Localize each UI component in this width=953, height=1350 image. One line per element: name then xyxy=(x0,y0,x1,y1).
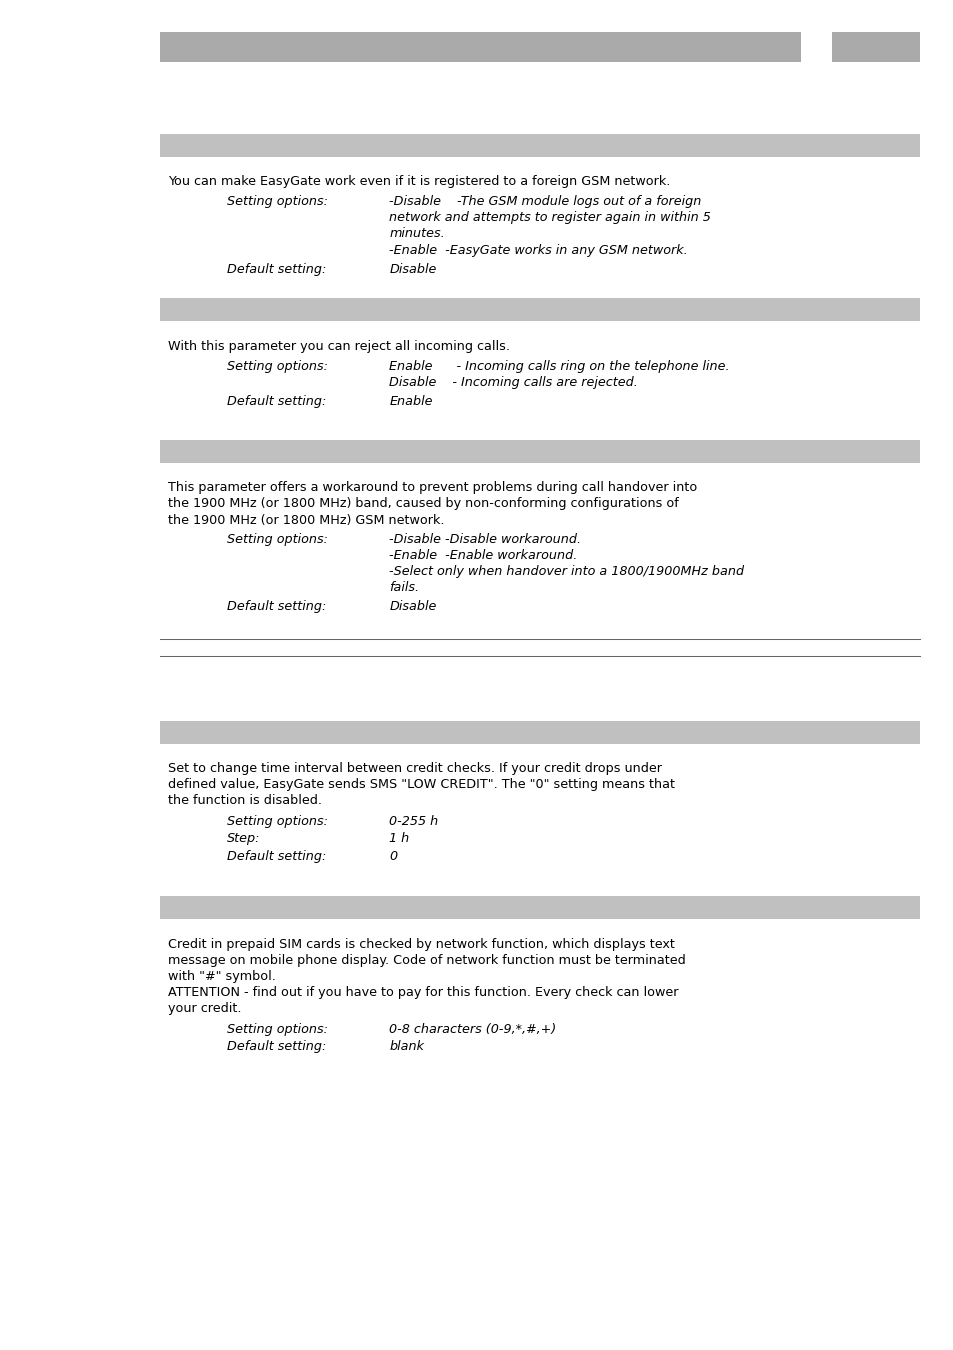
Text: your credit.: your credit. xyxy=(168,1002,241,1015)
Text: Default setting:: Default setting: xyxy=(227,599,326,613)
Text: You can make EasyGate work even if it is registered to a foreign GSM network.: You can make EasyGate work even if it is… xyxy=(168,174,670,188)
Text: Setting options:: Setting options: xyxy=(227,1023,328,1035)
Text: 0-8 characters (0-9,*,#,+): 0-8 characters (0-9,*,#,+) xyxy=(389,1023,556,1035)
Bar xyxy=(160,298,919,321)
Text: defined value, EasyGate sends SMS "LOW CREDIT". The "0" setting means that: defined value, EasyGate sends SMS "LOW C… xyxy=(168,778,674,791)
Text: minutes.: minutes. xyxy=(389,227,444,240)
Text: Setting options:: Setting options: xyxy=(227,815,328,828)
Text: network and attempts to register again in within 5: network and attempts to register again i… xyxy=(389,211,710,224)
Text: -Enable  -EasyGate works in any GSM network.: -Enable -EasyGate works in any GSM netwo… xyxy=(389,243,687,256)
Text: Disable    - Incoming calls are rejected.: Disable - Incoming calls are rejected. xyxy=(389,375,638,389)
Text: Enable: Enable xyxy=(389,394,433,408)
Text: Step:: Step: xyxy=(227,832,260,845)
Text: with "#" symbol.: with "#" symbol. xyxy=(168,969,275,983)
Text: the 1900 MHz (or 1800 MHz) band, caused by non-conforming configurations of: the 1900 MHz (or 1800 MHz) band, caused … xyxy=(168,498,678,510)
Text: -Disable -Disable workaround.: -Disable -Disable workaround. xyxy=(389,532,580,545)
Text: This parameter offers a workaround to prevent problems during call handover into: This parameter offers a workaround to pr… xyxy=(168,482,697,494)
Text: Default setting:: Default setting: xyxy=(227,1040,326,1053)
Text: 0-255 h: 0-255 h xyxy=(389,815,438,828)
Text: Disable: Disable xyxy=(389,263,436,275)
Text: message on mobile phone display. Code of network function must be terminated: message on mobile phone display. Code of… xyxy=(168,953,685,967)
Text: With this parameter you can reject all incoming calls.: With this parameter you can reject all i… xyxy=(168,340,509,352)
Text: 0: 0 xyxy=(389,850,397,863)
Text: -Enable  -Enable workaround.: -Enable -Enable workaround. xyxy=(389,548,577,562)
Text: Default setting:: Default setting: xyxy=(227,263,326,275)
Text: Credit in prepaid SIM cards is checked by network function, which displays text: Credit in prepaid SIM cards is checked b… xyxy=(168,937,674,950)
Text: fails.: fails. xyxy=(389,580,418,594)
Text: Setting options:: Setting options: xyxy=(227,532,328,545)
Text: -Disable    -The GSM module logs out of a foreign: -Disable -The GSM module logs out of a f… xyxy=(389,196,700,208)
Text: 1 h: 1 h xyxy=(389,832,409,845)
Bar xyxy=(160,134,919,157)
Text: blank: blank xyxy=(389,1040,424,1053)
Bar xyxy=(160,896,919,919)
Text: the 1900 MHz (or 1800 MHz) GSM network.: the 1900 MHz (or 1800 MHz) GSM network. xyxy=(168,513,444,526)
Text: Disable: Disable xyxy=(389,599,436,613)
Text: Default setting:: Default setting: xyxy=(227,394,326,408)
Text: Enable      - Incoming calls ring on the telephone line.: Enable - Incoming calls ring on the tele… xyxy=(389,360,729,373)
Bar xyxy=(831,32,919,62)
Text: the function is disabled.: the function is disabled. xyxy=(168,794,321,807)
Text: -Select only when handover into a 1800/1900MHz band: -Select only when handover into a 1800/1… xyxy=(389,566,743,578)
Text: Setting options:: Setting options: xyxy=(227,360,328,373)
Text: Setting options:: Setting options: xyxy=(227,196,328,208)
Text: Default setting:: Default setting: xyxy=(227,850,326,863)
Text: ATTENTION - find out if you have to pay for this function. Every check can lower: ATTENTION - find out if you have to pay … xyxy=(168,986,678,999)
Bar xyxy=(160,440,919,463)
Bar xyxy=(160,32,801,62)
Text: Set to change time interval between credit checks. If your credit drops under: Set to change time interval between cred… xyxy=(168,761,661,775)
Bar xyxy=(160,721,919,744)
